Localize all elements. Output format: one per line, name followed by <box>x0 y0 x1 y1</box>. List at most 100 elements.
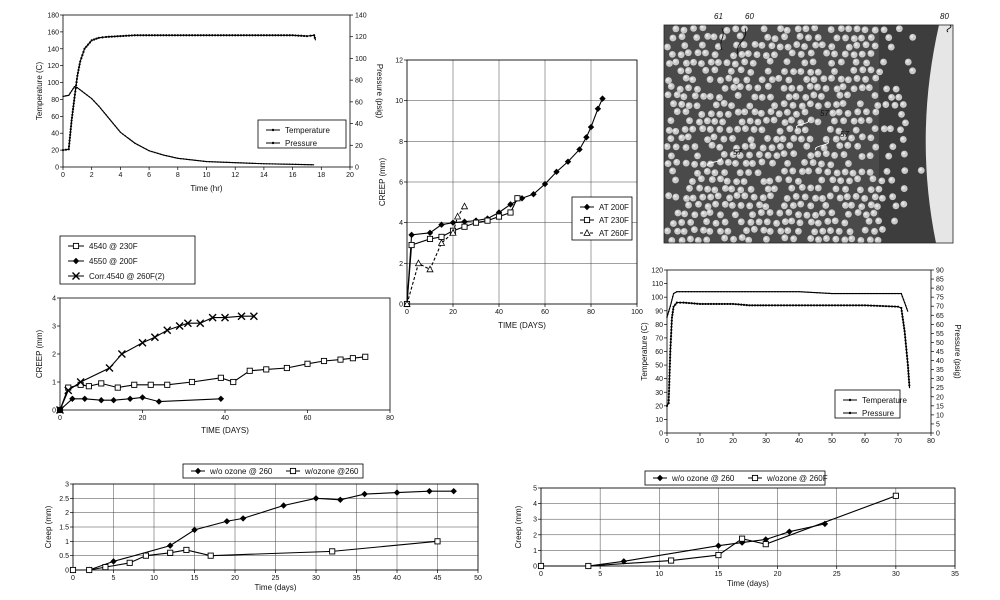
data-point <box>858 292 860 295</box>
fiber-highlight <box>767 210 771 214</box>
data-point <box>667 402 670 405</box>
y2-tick-label: 65 <box>936 313 944 320</box>
data-point <box>280 163 282 165</box>
fiber-highlight <box>816 103 820 107</box>
data-point <box>97 36 100 39</box>
y-axis-label: CREEP (mm) <box>35 330 44 379</box>
fiber-highlight <box>707 210 711 214</box>
fiber-highlight <box>802 44 806 48</box>
y-tick-label: 50 <box>655 363 663 370</box>
fiber-highlight <box>868 51 872 55</box>
fiber-highlight <box>838 178 842 182</box>
data-point <box>866 304 870 307</box>
data-point <box>112 122 114 125</box>
y-tick-label: 180 <box>47 13 59 20</box>
fiber-highlight <box>733 78 737 82</box>
data-point <box>165 34 168 37</box>
data-point <box>803 304 807 307</box>
fiber-highlight <box>854 76 858 80</box>
data-point <box>154 151 156 154</box>
fiber-highlight <box>697 119 700 123</box>
fiber-highlight <box>851 86 855 90</box>
data-point <box>105 114 107 116</box>
data-point <box>110 558 117 565</box>
series-2 <box>666 291 909 318</box>
y-axis-label: CREEP (mm) <box>378 158 387 207</box>
fiber-highlight <box>746 237 750 241</box>
data-point <box>903 330 906 333</box>
data-point <box>701 302 704 306</box>
x-tick-label: 20 <box>729 438 737 445</box>
chart-6: 0 5 10 15 20 25 30 35 0 1 2 3 4 5 Time (days) Creep (mm… <box>514 470 959 588</box>
fiber-highlight <box>824 236 828 240</box>
fiber-highlight <box>669 153 672 157</box>
data-point <box>764 304 768 307</box>
data-point <box>159 153 162 155</box>
fiber-highlight <box>906 59 909 63</box>
data-point <box>699 291 701 293</box>
data-point <box>670 322 673 325</box>
data-point <box>134 142 136 144</box>
data-point <box>665 404 669 407</box>
fiber-highlight <box>825 219 829 222</box>
fiber-highlight <box>855 144 859 147</box>
fiber-highlight <box>679 102 683 105</box>
data-point <box>93 100 95 102</box>
x-tick-label: 30 <box>312 575 320 582</box>
fiber-highlight <box>833 218 836 222</box>
reference-numeral: 57 <box>820 109 829 118</box>
y-tick-label: 0.5 <box>59 553 69 560</box>
reference-label: 60 <box>736 12 754 56</box>
fiber-highlight <box>670 35 674 39</box>
data-point <box>83 47 86 50</box>
data-point <box>884 305 888 308</box>
fiber-highlight <box>772 103 776 107</box>
data-point <box>285 34 288 37</box>
fiber-highlight <box>846 161 850 165</box>
data-point <box>857 304 861 307</box>
data-point <box>690 291 693 293</box>
data-point <box>81 54 84 57</box>
data-point <box>767 304 771 307</box>
data-point <box>101 36 104 39</box>
y-tick-label: 6 <box>399 180 403 187</box>
fiber-highlight <box>829 61 833 64</box>
data-point <box>188 34 191 37</box>
fiber-highlight <box>690 179 694 183</box>
y-tick-label: 2 <box>65 510 69 517</box>
fiber-highlight <box>703 68 707 71</box>
fiber-highlight <box>834 35 838 39</box>
fiber-highlight <box>834 102 838 106</box>
fiber-highlight <box>873 194 876 198</box>
y-tick-label: 120 <box>47 63 59 70</box>
data-point <box>867 292 869 295</box>
data-point <box>437 238 446 246</box>
fiber-highlight <box>866 118 870 121</box>
data-point <box>133 34 136 37</box>
fiber-highlight <box>790 103 794 106</box>
x-tick-label: 35 <box>951 571 959 578</box>
fiber-highlight <box>890 194 894 198</box>
fiber-highlight <box>759 43 763 46</box>
data-point <box>113 35 116 38</box>
data-point <box>671 311 674 314</box>
data-point <box>138 338 147 347</box>
fiber-highlight <box>843 203 846 206</box>
data-point <box>162 34 165 37</box>
legend-entry: 4550 @ 200F <box>89 257 138 266</box>
x-tick-label: 20 <box>774 571 782 578</box>
fiber-highlight <box>787 126 791 130</box>
data-point <box>117 129 120 131</box>
x-tick-label: 20 <box>231 575 239 582</box>
fiber-highlight <box>880 196 883 199</box>
fiber-highlight <box>754 52 758 56</box>
y-tick-label: 1 <box>533 548 537 555</box>
data-point <box>69 130 72 134</box>
fiber-highlight <box>851 118 855 122</box>
fiber-highlight <box>769 43 773 47</box>
fiber-highlight <box>729 186 733 190</box>
y-tick-label: 0 <box>65 568 69 575</box>
data-point <box>131 140 134 143</box>
data-point <box>809 304 813 307</box>
y-tick-label: 120 <box>651 268 663 275</box>
